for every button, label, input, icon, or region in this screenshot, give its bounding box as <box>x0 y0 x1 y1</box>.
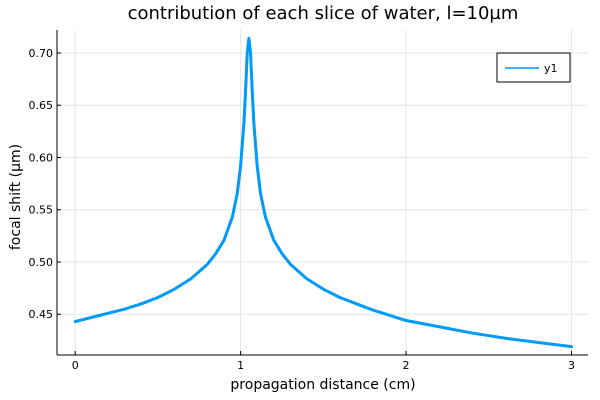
axes <box>56 30 588 356</box>
x-tick-label-0: 0 <box>72 359 79 372</box>
y-tick-label-1: 0.50 <box>29 256 54 269</box>
y-axis-label: focal shift (µm) <box>8 144 24 250</box>
legend: y1 <box>496 52 571 83</box>
y-tick-label-4: 0.65 <box>29 99 54 112</box>
chart-title: contribution of each slice of water, l=1… <box>128 3 519 24</box>
x-tick-label-1: 1 <box>237 359 244 372</box>
x-axis-ticks: 0 1 2 3 <box>72 351 575 372</box>
y-tick-label-5: 0.70 <box>29 47 54 60</box>
series-line-y1 <box>73 36 573 349</box>
x-axis-label: propagation distance (cm) <box>230 377 415 393</box>
x-tick-label-3: 3 <box>568 359 575 372</box>
y-axis-ticks: 0.45 0.50 0.55 0.60 0.65 0.70 <box>29 47 61 321</box>
legend-entry-y1: y1 <box>544 62 558 75</box>
y-tick-label-2: 0.55 <box>29 204 54 217</box>
series-group <box>73 36 573 349</box>
y-tick-label-0: 0.45 <box>29 308 54 321</box>
x-tick-label-2: 2 <box>403 359 410 372</box>
y-tick-label-3: 0.60 <box>29 151 54 164</box>
